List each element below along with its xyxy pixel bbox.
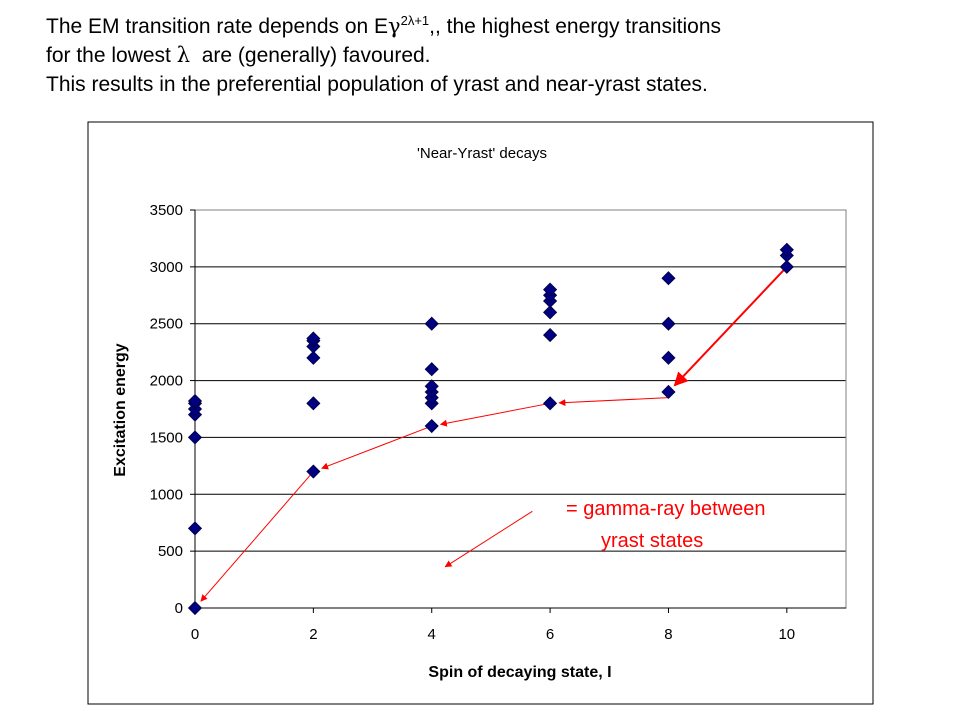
data-point bbox=[424, 418, 439, 434]
data-point bbox=[424, 362, 439, 377]
data-point bbox=[779, 242, 794, 257]
data-points bbox=[187, 242, 794, 616]
line1-suffix: ,, the highest energy transitions bbox=[429, 15, 721, 38]
data-point bbox=[187, 521, 203, 536]
text-line-1: The EM transition rate depends on Eγ2λ+1… bbox=[46, 12, 946, 41]
data-point bbox=[424, 379, 439, 394]
x-tick-label: 2 bbox=[309, 626, 317, 643]
line1-prefix: The EM transition rate depends on E bbox=[46, 15, 389, 38]
x-axis-title: Spin of decaying state, I bbox=[428, 664, 611, 681]
axes: 0 500 1000 1500 2000 2500 3000 3500 0 2 4 6 8 10 bbox=[150, 202, 846, 643]
x-tick-label: 4 bbox=[428, 626, 436, 643]
data-point bbox=[543, 328, 558, 343]
x-tick-label: 6 bbox=[546, 626, 554, 643]
line2-suffix: are (generally) favoured. bbox=[201, 44, 431, 67]
chart-area bbox=[87, 121, 874, 705]
line2-prefix: for the lowest bbox=[46, 44, 171, 67]
data-point bbox=[543, 282, 558, 297]
y-tick-label: 3000 bbox=[150, 259, 183, 276]
y-tick-label: 500 bbox=[158, 543, 183, 560]
x-tick-label: 8 bbox=[664, 626, 672, 643]
yrast-gamma-arrow bbox=[439, 402, 551, 427]
data-point bbox=[543, 396, 558, 411]
yrast-arrows bbox=[200, 266, 788, 602]
data-point bbox=[661, 316, 676, 331]
y-axis-title: Excitation energy bbox=[112, 343, 129, 476]
chart-title: 'Near-Yrast' decays bbox=[417, 145, 547, 162]
legend-arrow bbox=[444, 510, 533, 568]
text-line-3: This results in the preferential populat… bbox=[46, 73, 708, 96]
y-tick-label: 1500 bbox=[150, 429, 183, 446]
slide-text: The EM transition rate depends on Eγ2λ+1… bbox=[46, 12, 946, 99]
y-tick-label: 1000 bbox=[150, 486, 183, 503]
data-point bbox=[306, 350, 321, 365]
lambda-symbol: λ bbox=[176, 43, 191, 67]
exponent: 2λ+1 bbox=[400, 13, 430, 28]
yrast-gamma-arrow bbox=[558, 397, 669, 407]
gamma-symbol: γ bbox=[388, 14, 401, 38]
x-tick-label: 10 bbox=[778, 626, 795, 643]
yrast-gamma-arrow bbox=[200, 471, 314, 602]
data-point bbox=[661, 350, 676, 365]
y-tick-label: 2000 bbox=[150, 373, 183, 390]
data-point bbox=[424, 316, 439, 331]
y-tick-label: 0 bbox=[175, 600, 183, 617]
data-point bbox=[187, 430, 203, 445]
text-line-2: for the lowest λ are (generally) favoure… bbox=[46, 41, 946, 70]
data-point bbox=[306, 331, 321, 346]
data-point bbox=[661, 384, 676, 400]
data-point bbox=[306, 464, 321, 479]
data-point bbox=[306, 396, 321, 411]
annotation-line-1: = gamma-ray between bbox=[566, 498, 766, 520]
x-tick-label: 0 bbox=[191, 626, 199, 643]
data-point bbox=[543, 305, 558, 320]
data-point bbox=[779, 259, 794, 274]
y-tick-label: 2500 bbox=[150, 316, 183, 333]
annotation-line-2: yrast states bbox=[601, 530, 703, 552]
yrast-gamma-arrow bbox=[321, 425, 432, 470]
data-point bbox=[187, 600, 203, 616]
data-point bbox=[661, 271, 676, 286]
yrast-gamma-arrow bbox=[673, 266, 788, 387]
data-point bbox=[187, 393, 203, 409]
y-tick-label: 3500 bbox=[150, 202, 183, 219]
